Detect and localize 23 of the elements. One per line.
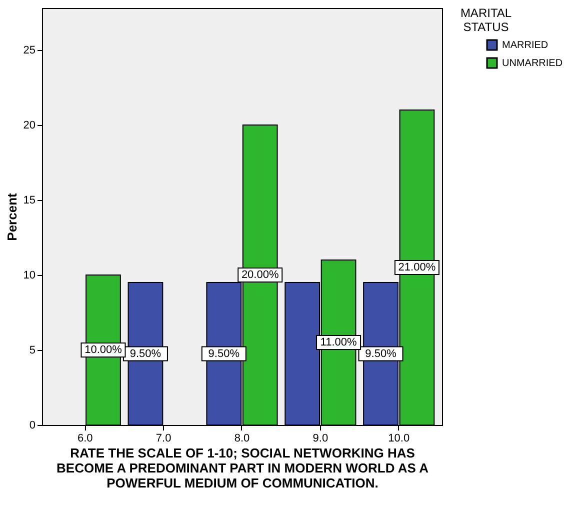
data-label: 20.00%	[241, 269, 279, 281]
data-label: 9.50%	[130, 348, 162, 360]
data-label: 11.00%	[320, 336, 357, 348]
y-tick-label: 15	[23, 194, 36, 206]
x-axis-title: RATE THE SCALE OF 1-10; SOCIAL NETWORKING HAS BECOME A PREDOMINANT PART IN MODERN WORLD AS A POWERFUL MEDIUM OF COMMUNICATION.	[56, 446, 430, 490]
x-tick-label: 10.0	[388, 432, 410, 444]
x-tick-label: 9.0	[312, 432, 328, 444]
y-tick-label: 10	[23, 270, 36, 282]
legend-label: MARRIED	[502, 40, 548, 51]
x-tick-label: 7.0	[156, 432, 172, 444]
data-label: 21.00%	[398, 262, 436, 274]
legend-label: UNMARRIED	[502, 58, 563, 69]
data-label: 9.50%	[208, 348, 240, 360]
x-tick-label: 6.0	[77, 432, 93, 444]
data-label: 9.50%	[365, 348, 397, 360]
y-tick-label: 20	[23, 120, 36, 132]
x-tick-label: 8.0	[234, 432, 250, 444]
y-tick-label: 5	[29, 344, 36, 356]
data-label: 10.00%	[84, 344, 122, 356]
y-axis-title: Percent	[4, 192, 20, 241]
legend-title: MARITAL STATUS	[460, 6, 512, 34]
y-tick-label: 0	[29, 420, 36, 432]
y-tick-label: 25	[23, 44, 36, 56]
